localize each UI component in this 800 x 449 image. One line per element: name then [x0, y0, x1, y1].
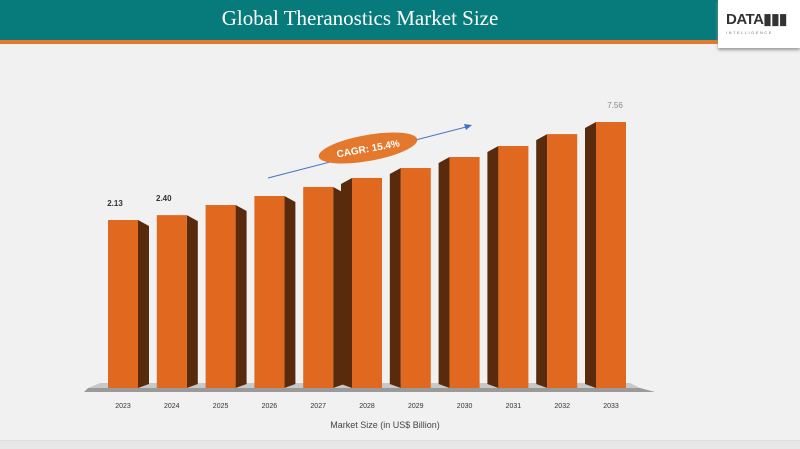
x-tick-label: 2025	[213, 403, 229, 410]
bar-front	[205, 205, 236, 388]
bar-2024	[156, 215, 198, 388]
bar-2030	[438, 157, 480, 388]
bar-2025	[205, 205, 247, 388]
x-tick-label: 2031	[506, 403, 522, 410]
bar-side	[186, 215, 198, 388]
bar-2023	[108, 220, 149, 388]
x-tick-label: 2028	[359, 403, 375, 410]
bar-side	[585, 122, 596, 388]
data-label: 2.13	[107, 199, 123, 208]
bar-2027	[303, 186, 345, 388]
bar-side	[438, 157, 450, 388]
bar-front	[254, 195, 285, 388]
logo-subtext: INTELLIGENCE	[726, 30, 773, 35]
bar-front	[596, 122, 626, 388]
bar-side	[341, 177, 352, 388]
chart-floor	[84, 388, 655, 392]
bar-front	[108, 220, 138, 388]
x-tick-label: 2026	[262, 403, 278, 410]
data-label: 2.40	[156, 194, 172, 203]
x-tick-label: 2033	[603, 403, 619, 410]
bar-2028	[341, 177, 382, 388]
bar-side	[284, 195, 296, 388]
bar-side	[235, 205, 247, 388]
bar-2031	[487, 146, 529, 388]
bar-front	[547, 134, 578, 388]
bar-side	[138, 220, 149, 388]
x-tick-label: 2030	[457, 403, 473, 410]
x-tick-label: 2023	[115, 403, 131, 410]
bar-front	[400, 168, 431, 388]
x-tick-label: 2032	[554, 403, 570, 410]
accent-stripe	[0, 40, 720, 44]
data-label: 7.56	[607, 101, 623, 110]
x-tick-label: 2029	[408, 403, 424, 410]
footer-strip	[0, 440, 800, 449]
logo: DATA▮▮▮ INTELLIGENCE	[718, 0, 800, 48]
header-bar	[0, 0, 800, 40]
bar-front	[498, 146, 529, 388]
page-title: Global Theranostics Market Size	[221, 6, 499, 30]
logo-text: DATA▮▮▮	[726, 11, 787, 28]
bar-2026	[254, 195, 296, 388]
bar-side	[487, 146, 499, 388]
bar-side	[536, 134, 548, 388]
bar-front	[352, 177, 382, 388]
x-tick-label: 2027	[310, 403, 326, 410]
arrowhead-icon	[464, 124, 472, 130]
bar-side	[389, 168, 401, 388]
x-axis-label: Market Size (in US$ Billion)	[330, 420, 440, 430]
bar-2032	[536, 134, 578, 388]
bar-2033	[585, 122, 626, 388]
bar-front	[449, 157, 480, 388]
bar-2029	[389, 168, 431, 388]
cagr-badge	[318, 132, 418, 164]
bar-front	[156, 215, 187, 388]
bar-front	[303, 186, 334, 388]
x-tick-label: 2024	[164, 403, 180, 410]
